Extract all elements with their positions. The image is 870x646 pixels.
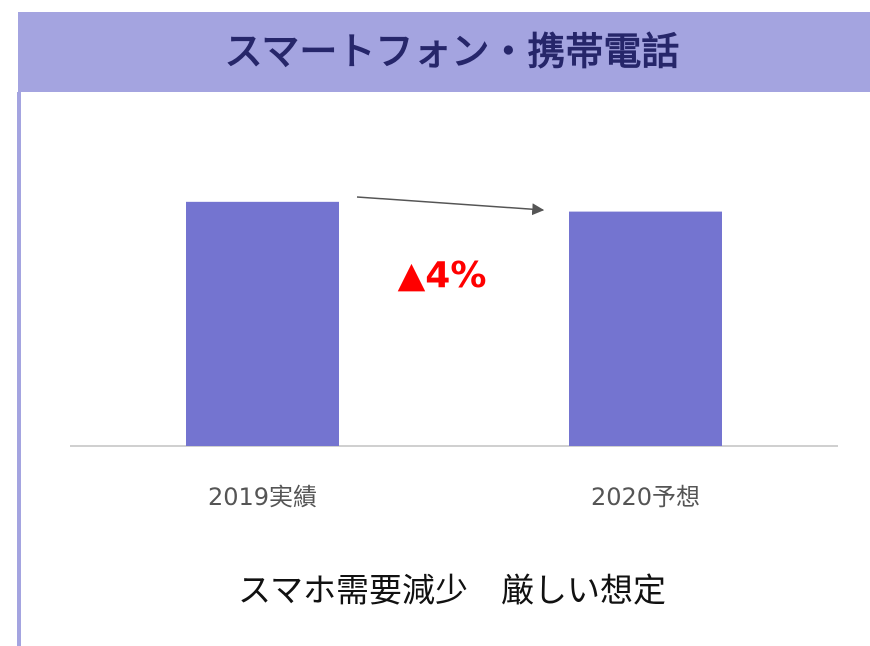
x-tick-label: 2020予想 bbox=[591, 483, 700, 511]
annotation: ▲4% bbox=[398, 255, 487, 296]
trend-arrow bbox=[356, 196, 545, 216]
left-rule bbox=[17, 92, 21, 646]
bar bbox=[186, 201, 339, 446]
x-tick-label: 2019実績 bbox=[208, 483, 317, 511]
bar bbox=[569, 211, 722, 446]
chart-title: スマートフォン・携帯電話 bbox=[225, 30, 680, 74]
header-band bbox=[18, 12, 870, 92]
caption: スマホ需要減少 厳しい想定 bbox=[238, 571, 666, 610]
